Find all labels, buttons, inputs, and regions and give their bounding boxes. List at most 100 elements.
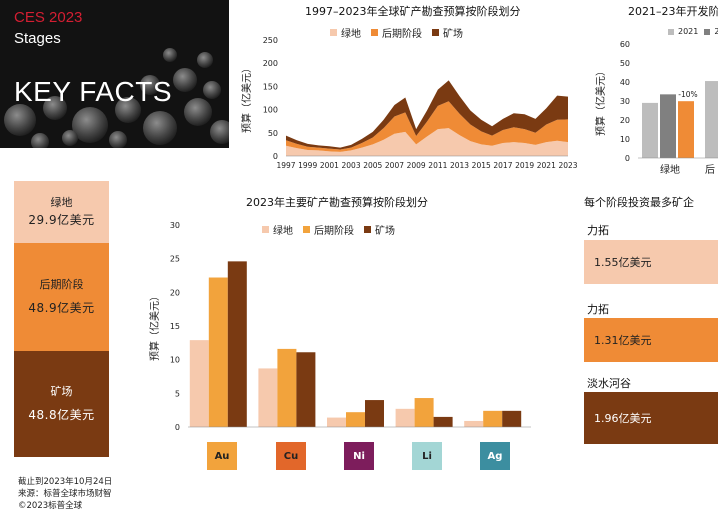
x-tick-label: 2015 [472, 161, 491, 170]
mid-bar-chart: 0 5 10 15 20 25 30 预算（亿美元） [148, 221, 531, 432]
bar-cu-series-3 [296, 352, 316, 427]
y-tick-label: 5 [175, 389, 180, 398]
x-tick-label: 2019 [515, 161, 534, 170]
x-tick-label: 2023 [558, 161, 577, 170]
y-tick-label: 250 [263, 36, 278, 45]
legend-item-minesite: 矿场 [432, 25, 463, 40]
right-chart-title: 2021–23年开发阶 [628, 5, 718, 18]
legend-swatch [330, 29, 337, 36]
company-box-greenfield: 1.55亿美元 [584, 240, 718, 284]
y-tick-label: 20 [620, 116, 630, 125]
x-tick-label: 2021 [537, 161, 556, 170]
summary-stage-value: 48.8亿美元 [28, 408, 95, 422]
bar-greenfield-series-2 [660, 94, 676, 158]
hero-background [0, 0, 229, 148]
y-tick-label: 40 [620, 78, 630, 87]
y-tick-label: 0 [625, 154, 630, 163]
legend-item-greenfield: 绿地 [330, 25, 361, 40]
y-tick-label: 50 [620, 59, 630, 68]
y-tick-label: 100 [263, 106, 278, 115]
x-tick-label: 绿地 [660, 163, 680, 176]
company-label-late-stage: 力拓 [587, 303, 609, 316]
bar-late-series-1 [705, 81, 718, 158]
y-axis-label: 预算（亿美元） [594, 66, 607, 136]
x-tick-label: 2009 [407, 161, 426, 170]
bar-greenfield-series-1 [642, 102, 658, 158]
right-chart-legend: 2021 202 [668, 27, 718, 36]
bar-au-series-2 [208, 277, 228, 427]
area-series-2 [286, 101, 568, 152]
area-chart-title: 1997–2023年全球矿产勘查预算按阶段划分 [305, 5, 521, 18]
legend-swatch [371, 29, 378, 36]
legend-item-2021: 2021 [668, 27, 698, 36]
area-chart-legend: 绿地 后期阶段 矿场 [330, 25, 473, 40]
legend-label: 2021 [678, 27, 699, 36]
legend-swatch [262, 226, 269, 233]
bar-ni-series-2 [346, 412, 365, 427]
company-value: 1.96亿美元 [594, 412, 652, 425]
x-tick-label: 2013 [450, 161, 469, 170]
x-tick-label: 1997 [276, 161, 295, 170]
y-tick-label: 60 [620, 40, 630, 49]
metal-box-cu: Cu [276, 442, 306, 470]
legend-item-minesite: 矿场 [364, 222, 395, 237]
y-axis-label: 预算（亿美元） [240, 63, 253, 133]
metal-box-ag: Ag [480, 442, 510, 470]
summary-stage-label: 绿地 [50, 196, 73, 209]
bar-ni-series-3 [365, 400, 384, 427]
summary-late-stage: 后期阶段 48.9亿美元 [14, 243, 109, 351]
summary-stage-label: 矿场 [50, 385, 73, 398]
y-tick-label: 30 [620, 97, 630, 106]
summary-minesite: 矿场 48.8亿美元 [14, 351, 109, 457]
legend-label: 绿地 [273, 226, 293, 237]
footer-source: 来源：标普全球市场财智 [18, 489, 112, 499]
legend-label: 矿场 [375, 226, 395, 237]
legend-swatch [364, 226, 371, 233]
legend-label: 后期阶段 [382, 29, 422, 40]
company-box-late-stage: 1.31亿美元 [584, 318, 718, 362]
legend-label: 后期阶段 [314, 226, 354, 237]
y-tick-label: 10 [170, 356, 180, 365]
legend-label: 202 [714, 27, 718, 36]
x-tick-label: 2003 [342, 161, 361, 170]
mid-chart-legend: 绿地 后期阶段 矿场 [262, 222, 405, 237]
y-tick-label: 0 [175, 423, 180, 432]
y-tick-label: 20 [170, 288, 180, 297]
company-label-minesite: 淡水河谷 [587, 377, 631, 390]
x-tick-label: 后 [705, 164, 715, 176]
y-tick-label: 15 [170, 322, 180, 331]
y-tick-label: 0 [273, 152, 278, 161]
metal-box-li: Li [412, 442, 442, 470]
y-axis-label: 预算（亿美元） [148, 291, 161, 361]
company-label-greenfield: 力拓 [587, 224, 609, 237]
bar-cu-series-1 [258, 368, 278, 427]
legend-item-2022: 202 [704, 27, 718, 36]
hero-banner [0, 0, 229, 148]
x-tick-label: 2011 [428, 161, 447, 170]
legend-item-late-stage: 后期阶段 [303, 222, 354, 237]
legend-label: 矿场 [443, 29, 463, 40]
company-value: 1.55亿美元 [594, 256, 652, 269]
legend-swatch [303, 226, 310, 233]
bar-ag-series-1 [464, 420, 484, 427]
y-tick-label: 50 [268, 129, 278, 138]
bar-li-series-1 [395, 408, 415, 427]
y-tick-label: 25 [170, 255, 180, 264]
area-series-3 [286, 80, 568, 150]
y-tick-label: 150 [263, 82, 278, 91]
company-box-minesite: 1.96亿美元 [584, 392, 718, 444]
legend-item-greenfield: 绿地 [262, 222, 293, 237]
bar-li-series-3 [433, 416, 453, 427]
footer-date: 截止到2023年10月24日 [18, 477, 113, 487]
hero-title: CES 2023 [14, 9, 83, 26]
metal-box-ni: Ni [344, 442, 374, 470]
summary-stage-value: 48.9亿美元 [28, 301, 95, 315]
bar-ni-series-1 [327, 417, 346, 427]
metal-box-au: Au [207, 442, 237, 470]
summary-greenfield: 绿地 29.9亿美元 [14, 181, 109, 243]
bar-au-series-1 [189, 340, 209, 427]
hero-key-facts: KEY FACTS [14, 76, 173, 107]
x-tick-label: 2001 [320, 161, 339, 170]
summary-stage-value: 29.9亿美元 [28, 213, 95, 227]
x-tick-label: 2005 [363, 161, 382, 170]
